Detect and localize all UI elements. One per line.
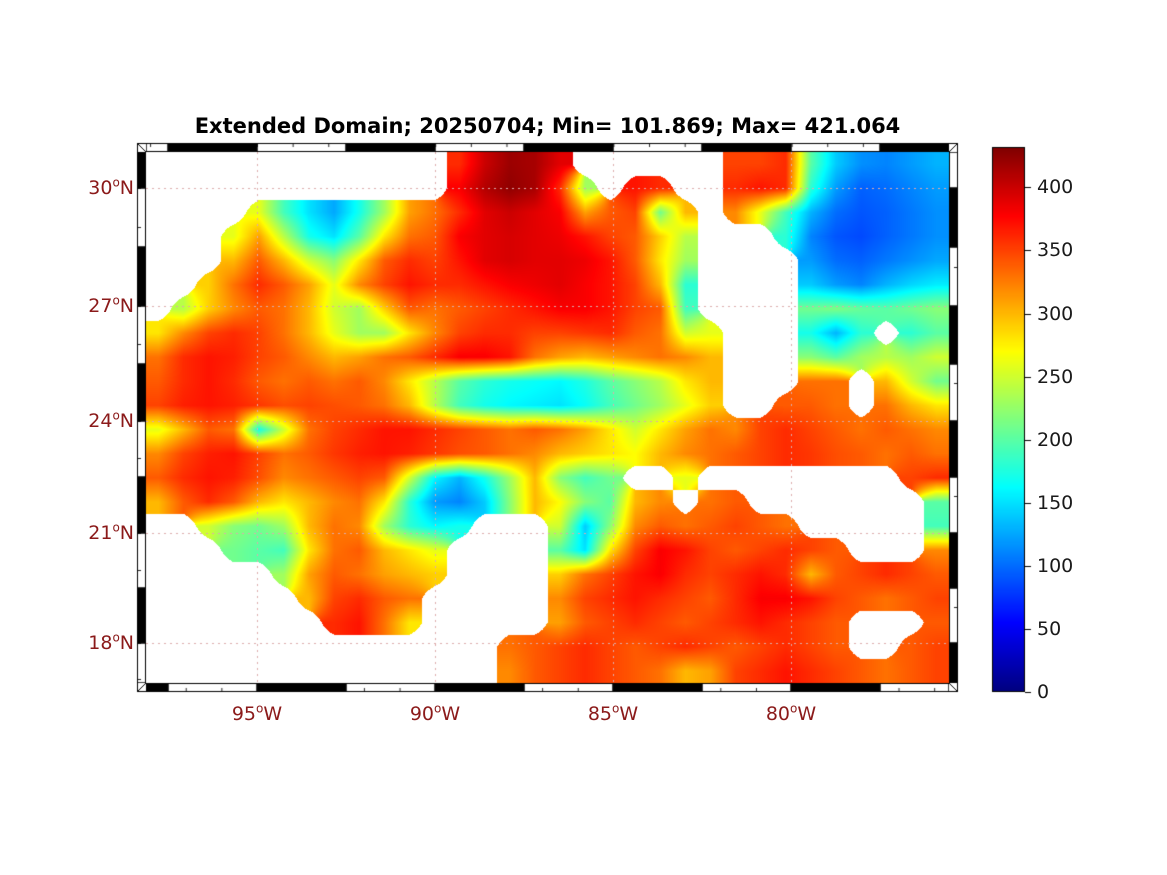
lat-tick-label-24N: 24oN (88, 408, 134, 432)
colorbar-tick-label-350: 350 (1037, 239, 1074, 262)
colorbar-tick-label-200: 200 (1037, 428, 1074, 451)
colorbar-tick-label-0: 0 (1037, 681, 1050, 703)
lat-tick-label-18N: 18oN (88, 630, 134, 654)
colorbar-tick-label-400: 400 (1037, 176, 1074, 199)
colorbar-tick-label-150: 150 (1037, 491, 1074, 514)
lon-tick-label-80W: 80oW (765, 701, 817, 725)
lat-tick-label-21N: 21oN (88, 520, 134, 544)
colorbar-tick-label-250: 250 (1037, 365, 1074, 388)
colorbar-tick-label-50: 50 (1037, 617, 1062, 640)
plot-title: Extended Domain; 20250704; Min= 101.869;… (194, 114, 901, 138)
colorbar-tick-label-100: 100 (1037, 554, 1074, 577)
lat-tick-label-27N: 27oN (88, 293, 134, 317)
lon-tick-label-85W: 85oW (587, 701, 639, 725)
lon-tick-label-90W: 90oW (409, 701, 461, 725)
colorbar-tick-label-300: 300 (1037, 302, 1074, 325)
lon-tick-label-95W: 95oW (231, 701, 283, 725)
lat-tick-label-30N: 30oN (88, 175, 134, 199)
